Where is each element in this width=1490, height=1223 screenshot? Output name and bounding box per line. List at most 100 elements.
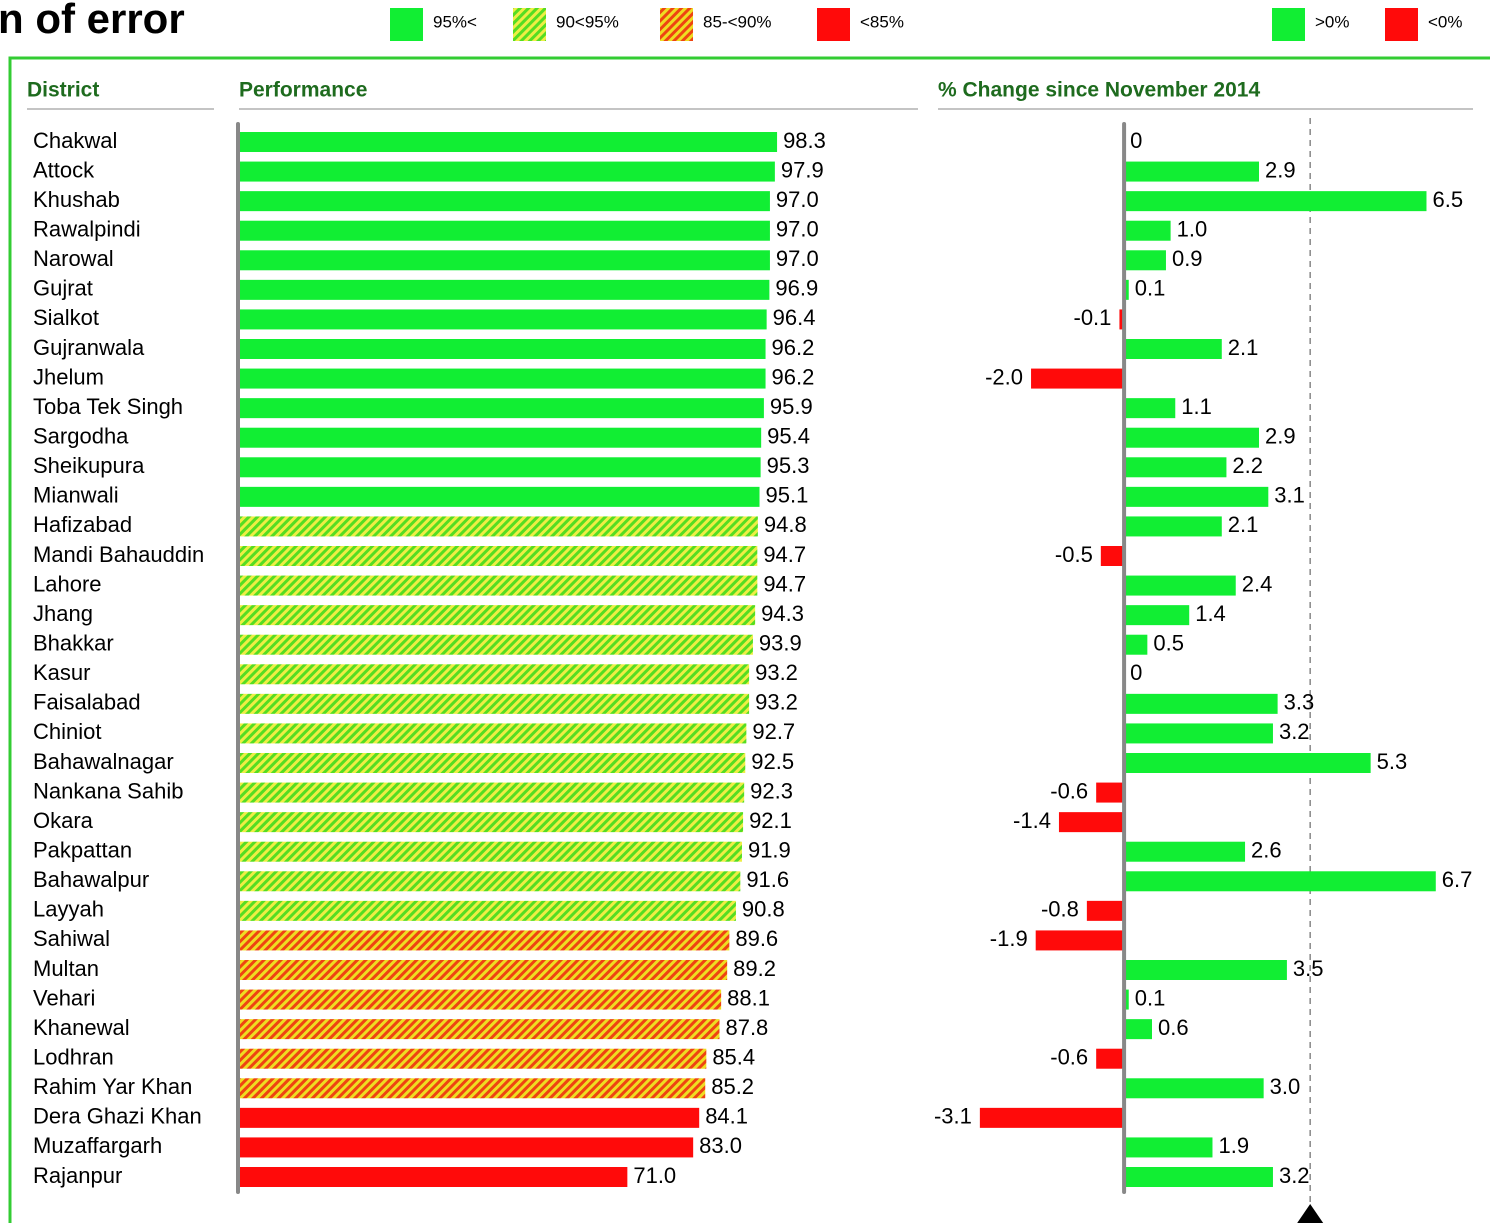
bar — [1124, 398, 1176, 419]
value-label: 1.4 — [1195, 601, 1226, 626]
category-label: Mandi Bahauddin — [33, 542, 204, 567]
bar — [238, 427, 762, 448]
bar — [1124, 191, 1427, 212]
bar — [238, 812, 744, 833]
legend-swatch — [513, 8, 546, 41]
category-label: Rawalpindi — [33, 217, 141, 242]
bar — [238, 368, 766, 389]
value-label: 0.5 — [1153, 631, 1184, 656]
value-label: 96.2 — [772, 364, 815, 389]
value-label: -3.1 — [934, 1104, 972, 1129]
value-label: 3.1 — [1274, 483, 1305, 508]
bar — [238, 605, 756, 626]
value-label: 93.9 — [759, 631, 802, 656]
bar — [238, 1137, 694, 1158]
category-label: Layyah — [33, 897, 104, 922]
bar — [1124, 1167, 1273, 1187]
bar — [238, 132, 778, 152]
legend-swatch — [390, 8, 423, 41]
value-label: 97.9 — [781, 157, 824, 182]
value-label: -0.6 — [1050, 778, 1088, 803]
category-label: Sialkot — [33, 305, 99, 330]
bar — [1035, 930, 1125, 951]
legend-label: 95%< — [433, 12, 477, 31]
legend-label: >0% — [1315, 12, 1350, 31]
bar — [238, 1107, 700, 1128]
value-label: 88.1 — [727, 985, 770, 1010]
value-label: 94.3 — [761, 601, 804, 626]
value-label: 0.6 — [1158, 1015, 1189, 1040]
bar — [1058, 812, 1125, 833]
value-label: 2.2 — [1232, 453, 1263, 478]
category-label: Chiniot — [33, 719, 101, 744]
bar — [238, 161, 775, 182]
bar — [1124, 841, 1246, 862]
bar — [1124, 279, 1129, 300]
category-label: Bhakkar — [33, 631, 114, 656]
bar — [238, 516, 758, 537]
bar — [238, 841, 742, 862]
bar — [238, 1167, 628, 1187]
category-label: Khanewal — [33, 1015, 130, 1040]
bar — [1096, 782, 1125, 803]
category-label: Kasur — [33, 660, 90, 685]
bar — [1124, 250, 1166, 271]
value-label: -0.8 — [1041, 897, 1079, 922]
value-label: -1.9 — [990, 926, 1028, 951]
bar — [238, 723, 747, 744]
value-label: 97.0 — [776, 187, 819, 212]
category-label: Gujrat — [33, 276, 93, 301]
bar — [238, 309, 767, 330]
bar — [238, 782, 745, 803]
value-label: 91.9 — [748, 838, 791, 863]
category-label: Rajanpur — [33, 1163, 122, 1188]
category-label: Bahawalpur — [33, 867, 149, 892]
value-label: 92.3 — [750, 778, 793, 803]
category-label: Dera Ghazi Khan — [33, 1104, 202, 1129]
category-label: Sahiwal — [33, 926, 110, 951]
bar — [1124, 457, 1227, 478]
bar — [1124, 1019, 1152, 1040]
value-label: 85.2 — [711, 1074, 754, 1099]
category-label: Toba Tek Singh — [33, 394, 183, 419]
bar — [238, 1078, 706, 1099]
bar — [1124, 516, 1222, 537]
value-label: 1.1 — [1181, 394, 1212, 419]
bar — [238, 339, 766, 359]
category-label: Vehari — [33, 985, 95, 1010]
legend-swatch — [817, 8, 850, 41]
bar — [979, 1107, 1125, 1128]
value-label: 3.0 — [1270, 1074, 1301, 1099]
value-label: 97.0 — [776, 246, 819, 271]
bar — [238, 664, 750, 685]
value-label: 85.4 — [712, 1045, 755, 1070]
value-label: 71.0 — [633, 1163, 676, 1188]
value-label: 0 — [1130, 128, 1142, 153]
value-label: 92.5 — [751, 749, 794, 774]
value-label: 0 — [1130, 660, 1142, 685]
legend-swatch — [1272, 8, 1305, 41]
bar — [1124, 753, 1371, 773]
value-label: -0.1 — [1074, 305, 1112, 330]
value-label: 6.5 — [1432, 187, 1463, 212]
category-label: Chakwal — [33, 128, 117, 153]
legend-label: 85-<90% — [703, 12, 772, 31]
bar — [1124, 1137, 1213, 1158]
category-label: Bahawalnagar — [33, 749, 174, 774]
category-label: Jhelum — [33, 364, 104, 389]
category-label: Pakpattan — [33, 838, 132, 863]
bar — [238, 693, 750, 714]
bar — [1124, 486, 1269, 507]
value-label: 5.3 — [1377, 749, 1408, 774]
legend-label: <85% — [860, 12, 904, 31]
category-label: Gujranwala — [33, 335, 145, 360]
category-label: Multan — [33, 956, 99, 981]
bar — [1124, 693, 1278, 714]
bar — [238, 457, 761, 478]
category-label: Lahore — [33, 571, 102, 596]
bar — [1119, 309, 1125, 330]
value-label: 95.9 — [770, 394, 813, 419]
value-label: 96.2 — [772, 335, 815, 360]
legend-label: <0% — [1428, 12, 1463, 31]
value-label: 91.6 — [746, 867, 789, 892]
